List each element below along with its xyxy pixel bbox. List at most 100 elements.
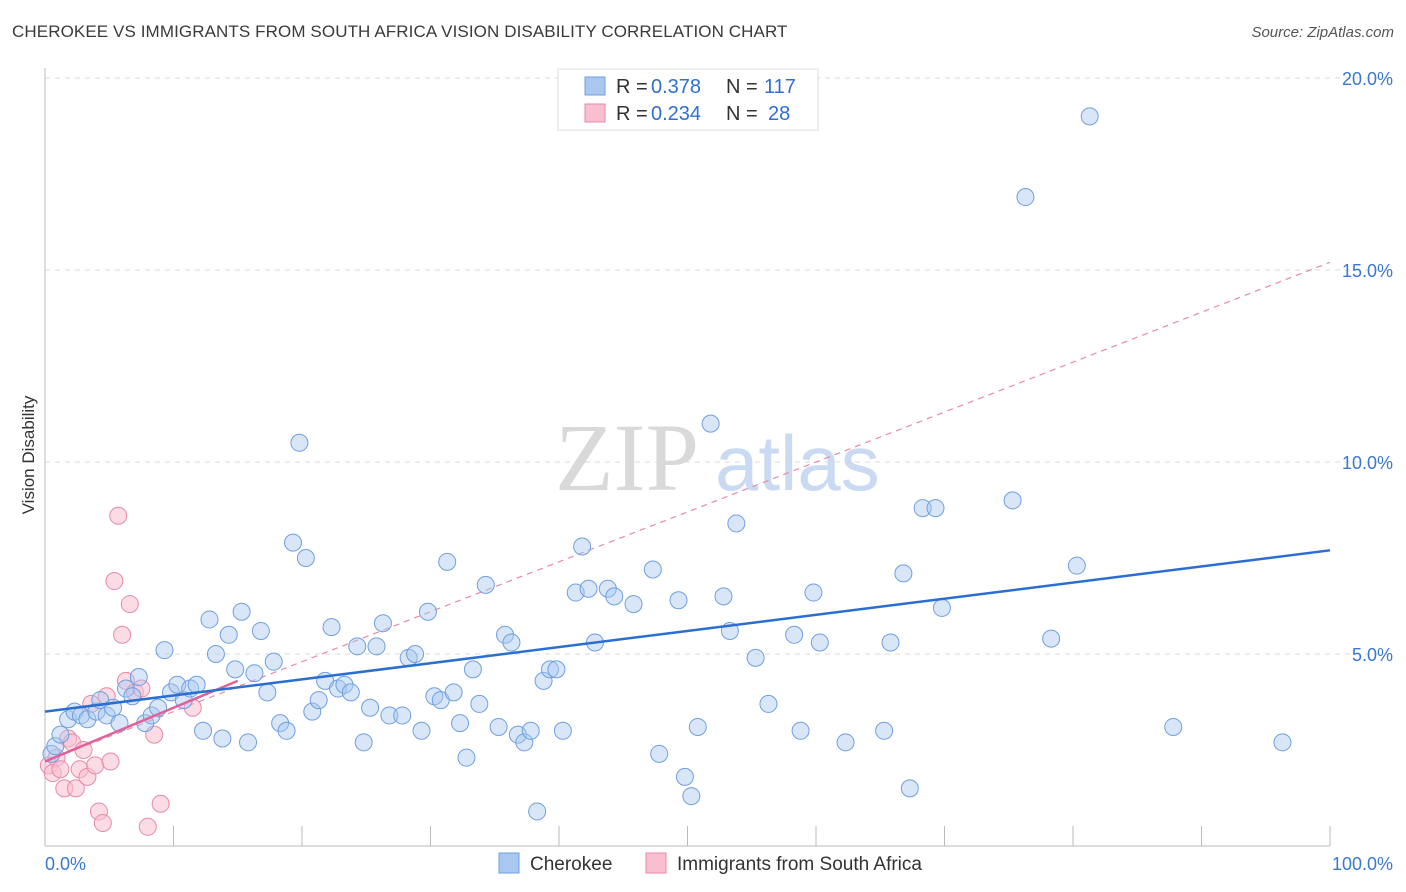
data-point-cherokee <box>232 602 251 621</box>
data-point-sa <box>109 506 128 525</box>
watermark-atlas: atlas <box>715 419 880 507</box>
x-tick-labels: 0.0% 100.0% <box>45 854 1393 874</box>
data-point-cherokee <box>810 633 829 652</box>
data-point-cherokee <box>406 645 425 663</box>
data-point-cherokee <box>380 706 399 725</box>
data-point-cherokee <box>245 664 264 683</box>
data-point-sa <box>113 625 132 644</box>
data-point-cherokee <box>1067 556 1086 575</box>
data-point-cherokee <box>87 702 106 721</box>
data-point-cherokee <box>116 679 135 698</box>
data-point-cherokee <box>438 552 457 571</box>
data-point-cherokee <box>78 710 97 729</box>
legend-r-label-1: R = <box>616 76 648 98</box>
data-point-cherokee <box>759 694 778 713</box>
data-point-cherokee <box>791 721 810 740</box>
data-point-cherokee <box>881 633 900 652</box>
data-point-cherokee <box>528 802 547 821</box>
data-point-sa <box>51 760 70 779</box>
y-tick-label: 10.0% <box>1342 453 1393 473</box>
data-point-sa <box>93 813 112 832</box>
data-point-cherokee <box>643 560 662 579</box>
data-point-cherokee <box>932 598 951 617</box>
data-point-cherokee <box>463 660 482 679</box>
legend-r-label-2: R = <box>616 103 648 125</box>
series-immigrants-south-africa <box>39 506 202 836</box>
trend-line-sa-extended <box>44 261 1331 763</box>
data-point-cherokee <box>271 714 290 733</box>
data-point-cherokee <box>1164 717 1183 736</box>
data-point-cherokee <box>367 637 386 656</box>
data-point-cherokee <box>688 717 707 736</box>
data-point-cherokee <box>496 625 515 644</box>
y-tick-label: 5.0% <box>1352 645 1393 665</box>
chart-title: CHEROKEE VS IMMIGRANTS FROM SOUTH AFRICA… <box>12 22 788 41</box>
data-point-cherokee <box>624 595 643 614</box>
data-point-cherokee <box>129 668 148 687</box>
bottom-legend-swatch-cherokee <box>498 852 520 874</box>
data-point-cherokee <box>46 737 65 756</box>
data-point-cherokee <box>701 414 720 433</box>
data-point-cherokee <box>277 721 296 740</box>
data-point-cherokee <box>714 587 733 606</box>
data-point-cherokee <box>155 641 174 660</box>
data-point-cherokee <box>515 733 534 752</box>
data-point-cherokee <box>746 648 765 667</box>
y-tick-labels: 5.0% 10.0% 15.0% 20.0% <box>1342 69 1393 665</box>
data-point-sa <box>132 679 151 698</box>
data-point-sa <box>120 595 139 614</box>
data-point-cherokee <box>296 549 315 567</box>
data-point-cherokee <box>541 660 560 679</box>
data-point-cherokee <box>226 660 245 679</box>
legend-n-label-2: N = <box>726 103 758 125</box>
data-point-cherokee <box>476 575 495 594</box>
bottom-legend-swatch-sa <box>645 852 667 874</box>
data-point-cherokee <box>354 733 373 752</box>
data-point-cherokee <box>470 694 489 713</box>
legend-r-value-1: 0.378 <box>651 76 701 98</box>
data-point-cherokee <box>553 721 572 740</box>
data-point-cherokee <box>579 579 598 598</box>
data-point-cherokee <box>200 610 219 629</box>
data-point-cherokee <box>598 579 617 598</box>
data-point-cherokee <box>727 514 746 533</box>
data-point-sa <box>138 817 157 836</box>
data-point-cherokee <box>1080 107 1099 126</box>
data-point-cherokee <box>373 614 392 633</box>
data-point-cherokee <box>875 721 894 740</box>
data-point-cherokee <box>239 733 258 752</box>
y-tick-label: 15.0% <box>1342 261 1393 281</box>
data-point-cherokee <box>412 721 431 740</box>
data-point-cherokee <box>675 767 694 786</box>
y-tick-label: 20.0% <box>1342 69 1393 89</box>
legend-n-value-2: 28 <box>768 103 790 125</box>
source-credit: Source: ZipAtlas.com <box>1251 24 1394 41</box>
axes <box>44 68 1331 847</box>
data-point-cherokee <box>913 499 932 518</box>
data-point-sa <box>105 572 124 591</box>
data-point-cherokee <box>926 499 945 518</box>
data-point-cherokee <box>785 625 804 644</box>
data-point-cherokee <box>534 671 553 690</box>
data-point-cherokee <box>284 533 303 552</box>
trend-lines <box>44 261 1331 763</box>
bottom-legend-label-cherokee: Cherokee <box>530 854 612 875</box>
bottom-legend: Cherokee Immigrants from South Africa <box>498 852 922 875</box>
data-point-cherokee <box>341 683 360 702</box>
data-point-cherokee <box>206 645 225 663</box>
data-point-cherokee <box>444 683 463 702</box>
data-point-cherokee <box>894 564 913 583</box>
x-tick-label: 100.0% <box>1332 854 1393 874</box>
data-point-cherokee <box>1273 733 1292 752</box>
data-point-sa <box>101 752 120 771</box>
data-point-sa <box>86 756 105 775</box>
data-point-cherokee <box>682 787 701 806</box>
data-point-cherokee <box>361 698 380 717</box>
data-point-cherokee <box>51 725 70 744</box>
data-point-cherokee <box>251 621 270 640</box>
legend-swatch-cherokee <box>584 76 606 96</box>
legend: R = 0.378 N = 117 R = 0.234 N = 28 <box>557 68 819 131</box>
legend-n-value-1: 117 <box>764 76 796 98</box>
data-point-cherokee <box>650 744 669 763</box>
data-point-cherokee <box>605 587 624 606</box>
